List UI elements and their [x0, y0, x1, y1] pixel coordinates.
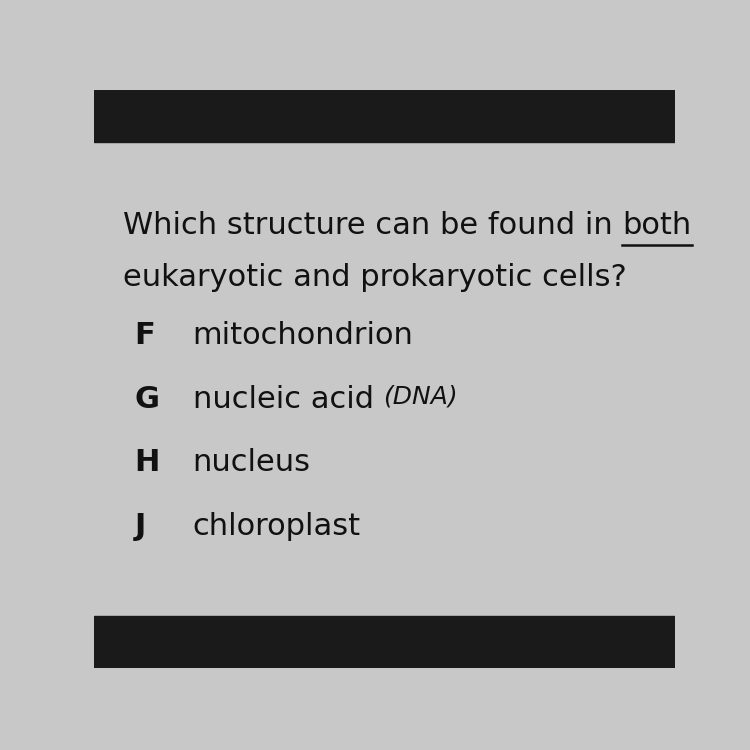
Text: nucleus: nucleus [193, 448, 310, 477]
Text: F: F [134, 321, 155, 350]
Text: G: G [134, 385, 160, 413]
Text: nucleic acid: nucleic acid [193, 385, 383, 413]
Text: Which structure can be found in: Which structure can be found in [123, 211, 622, 240]
Text: H: H [134, 448, 160, 477]
Text: (DNA): (DNA) [383, 385, 458, 409]
Text: chloroplast: chloroplast [193, 512, 361, 541]
Text: J: J [134, 512, 146, 541]
Text: eukaryotic and prokaryotic cells?: eukaryotic and prokaryotic cells? [123, 263, 626, 292]
Text: both: both [622, 211, 692, 240]
Bar [94, 616, 675, 668]
Bar [94, 90, 675, 142]
Text: mitochondrion: mitochondrion [193, 321, 413, 350]
